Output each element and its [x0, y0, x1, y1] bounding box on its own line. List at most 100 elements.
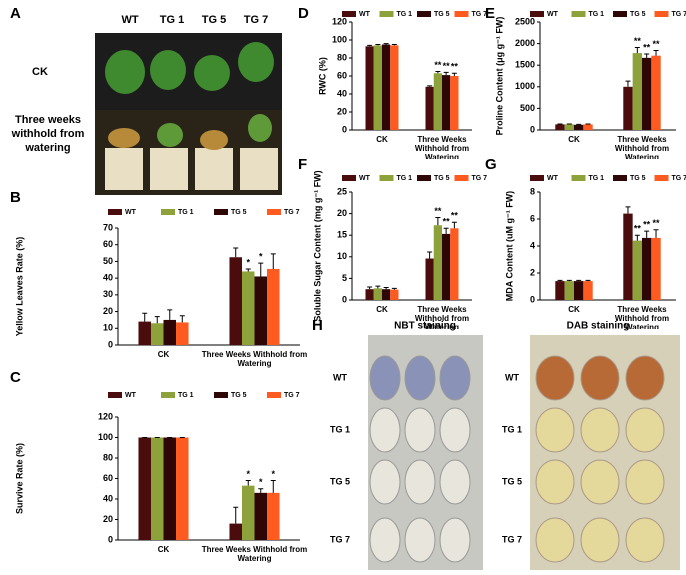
significance: **: [643, 220, 651, 230]
legend-swatch: [613, 11, 627, 17]
leaf: [535, 407, 575, 453]
significance: **: [434, 60, 442, 70]
significance: **: [451, 211, 459, 221]
significance: *: [246, 257, 250, 267]
x-tick-label-box: CK: [568, 135, 580, 144]
bar: [632, 240, 642, 300]
y-tick-label: 40: [103, 273, 113, 283]
leaf: [535, 355, 575, 401]
error-bar: [644, 230, 650, 238]
bar: [583, 124, 593, 130]
leaf: [369, 459, 401, 505]
significance: **: [443, 217, 451, 227]
error-bar: [245, 480, 251, 486]
y-tick-label: 25: [337, 186, 347, 196]
bar: [450, 76, 459, 130]
error-bar: [233, 247, 239, 258]
x-tick-label: CK: [157, 545, 170, 554]
y-tick-label: 80: [103, 452, 113, 462]
error-bar: [142, 312, 148, 322]
error-bar: [625, 206, 631, 214]
error-bar: [634, 234, 640, 241]
y-tick-label: 10: [103, 323, 113, 333]
y-axis-label: MDA Content (uM g⁻¹ FW): [504, 191, 514, 301]
legend-label: TG 1: [589, 11, 605, 18]
legend-label: TG 5: [630, 11, 646, 18]
significance: **: [653, 39, 661, 49]
y-axis-label: Survive Rate (%): [14, 443, 24, 514]
legend-swatch: [108, 392, 122, 398]
significance: *: [272, 469, 276, 479]
significance: *: [259, 477, 263, 487]
y-tick-label: 0: [108, 339, 113, 349]
bar: [425, 258, 434, 300]
x-tick-label-box: CK: [568, 305, 580, 314]
legend-swatch: [267, 392, 281, 398]
error-bar: [653, 50, 659, 56]
error-bar: [435, 71, 441, 74]
stain-title: NBT staining: [394, 321, 456, 332]
y-tick-label: 0: [108, 534, 113, 544]
legend-swatch: [161, 209, 175, 215]
bar: [390, 289, 399, 300]
bar: [583, 281, 593, 300]
error-bar: [270, 480, 276, 493]
bar: [241, 485, 255, 540]
row-label: Three weeks withhold from watering: [11, 114, 85, 154]
error-bar: [367, 44, 373, 47]
panel-letter: G: [485, 156, 497, 173]
bar: [150, 323, 164, 345]
legend-label: TG 5: [630, 175, 646, 182]
y-tick-label: 5: [342, 273, 347, 283]
leaf: [404, 355, 436, 401]
y-tick-label: 1000: [515, 81, 535, 91]
error-bar: [451, 72, 457, 76]
y-tick-label: 60: [103, 473, 113, 483]
error-bar: [391, 287, 397, 290]
y-tick-label: 2000: [515, 38, 535, 48]
y-tick-label: 20: [337, 208, 347, 218]
error-bar: [167, 309, 173, 320]
row-label: TG 1: [502, 424, 522, 434]
y-tick-label: 0: [342, 124, 347, 134]
bar: [373, 45, 382, 130]
legend-label: WT: [359, 175, 371, 182]
bar: [163, 319, 177, 345]
bar: [642, 237, 652, 300]
panel-letter: A: [10, 5, 21, 22]
legend-label: TG 7: [472, 175, 488, 182]
bar: [229, 257, 242, 345]
error-bar: [375, 285, 381, 289]
x-tick-label: Three Weeks Withhold from Watering: [614, 135, 670, 159]
error-bar: [451, 221, 457, 229]
y-tick-label: 20: [103, 306, 113, 316]
panel-letter: D: [298, 5, 309, 22]
leaf: [625, 459, 665, 505]
bar: [433, 225, 442, 300]
leaf: [580, 407, 620, 453]
leaf: [580, 517, 620, 563]
leaf: [439, 459, 471, 505]
error-bar: [585, 279, 591, 282]
x-tick-label: CK: [568, 135, 580, 144]
significance: **: [443, 61, 451, 71]
x-tick-label-box: Three Weeks Withhold from Watering: [202, 350, 308, 368]
leaf: [625, 355, 665, 401]
bar: [373, 288, 382, 300]
bar: [642, 57, 652, 130]
y-tick-label: 80: [337, 52, 347, 62]
y-tick-label: 20: [103, 514, 113, 524]
error-bar: [154, 316, 160, 324]
y-tick-label: 60: [103, 239, 113, 249]
legend-swatch: [571, 11, 586, 17]
bar: [254, 492, 268, 540]
y-tick-label: 70: [103, 222, 113, 232]
panel-letter: C: [10, 369, 21, 386]
bar: [450, 228, 459, 300]
column-label: TG 1: [160, 14, 184, 26]
significance: *: [259, 251, 263, 261]
leaf: [404, 459, 436, 505]
y-axis-label: Proline Content (μg g⁻¹ FW): [494, 17, 504, 136]
leaf: [580, 355, 620, 401]
x-tick-label-box: Three Weeks Withhold from Watering: [615, 305, 669, 329]
